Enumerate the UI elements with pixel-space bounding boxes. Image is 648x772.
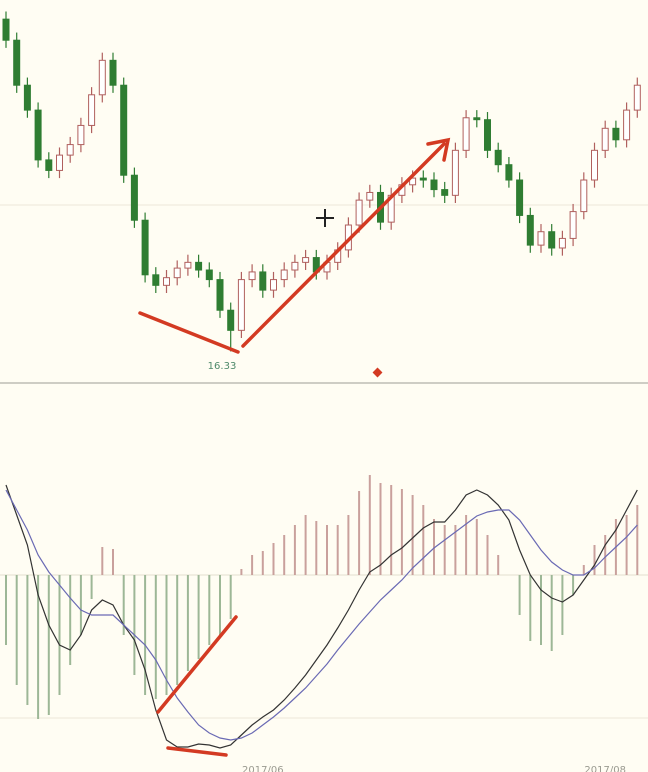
drawings [138,137,451,757]
x-tick-label: 2017/06 [242,765,284,772]
candle-body [152,274,160,286]
candle-body [623,109,631,141]
candle-body [98,59,106,96]
candle-body [430,179,438,191]
candle-body [291,261,299,271]
candle-body [366,191,374,201]
candle-body [2,18,10,41]
trend-line [166,746,228,757]
candle-body [88,94,96,126]
arrow-head [426,137,451,162]
candle-body [505,164,513,181]
candle-body [216,279,224,311]
candle-body [237,279,245,331]
candle-body [419,177,427,181]
candle-body [77,124,85,146]
candle-body [173,267,181,279]
candle-body [580,179,588,213]
trend-line [156,615,238,714]
candle-body [248,271,256,281]
plot: 2017/06 2017/08 [2,11,641,772]
candle-body [302,257,310,263]
candle-body [120,84,128,176]
candle-body [66,144,74,156]
candle-body [34,109,42,161]
candle-body [473,117,481,121]
candle-body [227,309,235,331]
candle-body [601,127,609,151]
candle-body [45,159,53,171]
candle-body [548,231,556,249]
macd-line [5,489,638,741]
candle-body [163,277,170,286]
candle-body [633,84,641,111]
candle-body [612,127,620,141]
candle-body [141,219,149,276]
candle-body [558,237,566,249]
candle-body [355,199,363,226]
candle-body [409,177,417,186]
candle-body [591,149,598,181]
low-label: 16.33 [208,361,237,372]
candle-body [494,149,502,166]
trend-arrow [241,142,446,348]
candle-body [537,231,545,246]
candle-body [195,261,203,271]
candle-body [516,179,524,216]
candle-body [259,271,267,291]
marker [372,367,383,378]
candle-body [23,84,31,111]
candle-body [184,261,192,269]
candle-body [270,279,277,291]
candle-body [441,189,449,196]
candle-body [484,119,491,151]
x-tick-label: 2017/08 [584,765,626,772]
candle-body [526,214,534,246]
macd-line [5,484,638,749]
candle-body [280,269,288,281]
candle-body [205,269,213,281]
cursor [316,209,334,227]
candle-body [462,117,470,151]
candle-body [569,211,577,239]
candle-body [109,59,117,86]
candle-body [130,174,138,221]
candle-body [56,154,63,171]
candle-body [13,39,21,86]
trend-line [138,311,240,354]
candle-body [451,149,459,196]
